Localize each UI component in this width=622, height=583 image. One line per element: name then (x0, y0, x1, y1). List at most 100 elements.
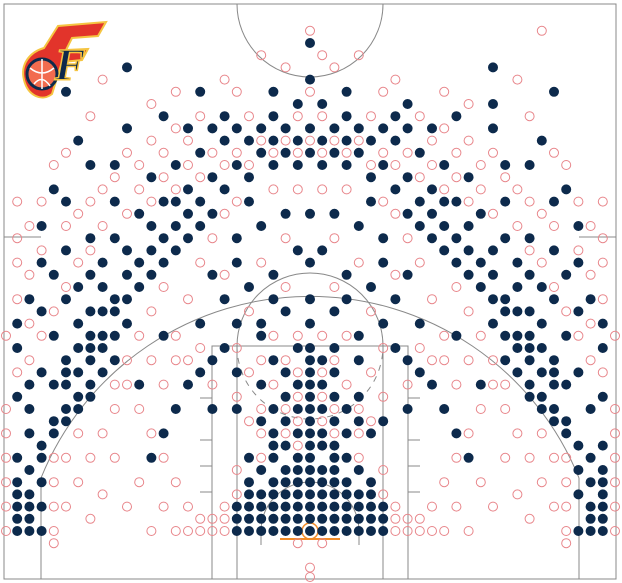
made-shot-dot (256, 489, 267, 500)
missed-shot-dot (329, 282, 340, 292)
missed-shot-dot (195, 172, 206, 183)
missed-shot-dot (512, 184, 523, 195)
made-shot-dot (231, 233, 242, 244)
missed-shot-dot (219, 208, 230, 219)
made-shot-dot (280, 367, 291, 378)
missed-shot-dot (427, 526, 437, 536)
made-shot-dot (183, 184, 193, 195)
made-shot-dot (366, 196, 376, 207)
made-shot-dot (109, 160, 120, 170)
missed-shot-dot (292, 330, 303, 341)
missed-shot-dot (280, 428, 291, 439)
missed-shot-dot (231, 489, 242, 500)
missed-shot-dot (146, 135, 157, 146)
made-shot-dot (305, 526, 315, 536)
missed-shot-dot (353, 135, 364, 146)
made-shot-dot (475, 282, 486, 292)
missed-shot-dot (134, 477, 145, 488)
made-shot-dot (402, 355, 413, 366)
missed-shot-dot (451, 172, 462, 183)
made-shot-dot (414, 367, 425, 378)
missed-shot-dot (561, 160, 572, 170)
made-shot-dot (305, 355, 315, 366)
missed-shot-dot (36, 196, 47, 207)
made-shot-dot (573, 306, 584, 317)
made-shot-dot (280, 465, 291, 475)
made-shot-dot (244, 526, 254, 536)
made-shot-dot (341, 135, 352, 146)
made-shot-dot (573, 221, 584, 231)
missed-shot-dot (170, 355, 181, 366)
missed-shot-dot (317, 538, 328, 549)
made-shot-dot (268, 526, 279, 536)
made-shot-dot (256, 123, 267, 134)
made-shot-dot (439, 245, 450, 256)
missed-shot-dot (122, 147, 132, 158)
made-shot-dot (353, 123, 364, 134)
missed-shot-dot (48, 501, 59, 512)
missed-shot-dot (170, 477, 181, 488)
missed-shot-dot (500, 404, 511, 414)
missed-shot-dot (366, 367, 376, 378)
missed-shot-dot (561, 526, 572, 536)
missed-shot-dot (268, 147, 279, 158)
made-shot-dot (292, 160, 303, 170)
missed-shot-dot (256, 355, 267, 366)
made-shot-dot (353, 465, 364, 475)
made-shot-dot (524, 379, 535, 390)
missed-shot-dot (561, 477, 572, 488)
made-shot-dot (48, 269, 59, 280)
made-shot-dot (573, 257, 584, 268)
made-shot-dot (341, 501, 352, 512)
made-shot-dot (439, 196, 450, 207)
made-shot-dot (219, 184, 230, 195)
made-shot-dot (366, 282, 376, 292)
made-shot-dot (280, 306, 291, 317)
missed-shot-dot (146, 99, 157, 109)
made-shot-dot (292, 245, 303, 256)
missed-shot-dot (183, 160, 193, 170)
missed-shot-dot (292, 416, 303, 427)
missed-shot-dot (488, 355, 498, 366)
missed-shot-dot (61, 147, 71, 158)
made-shot-dot (85, 306, 96, 317)
made-shot-dot (414, 318, 425, 329)
free-throw-circle-bottom (236, 345, 384, 420)
made-shot-dot (36, 257, 47, 268)
missed-shot-dot (597, 294, 608, 305)
made-shot-dot (561, 269, 572, 280)
made-shot-dot (317, 379, 328, 390)
made-shot-dot (85, 233, 96, 244)
made-shot-dot (317, 160, 328, 170)
made-shot-dot (292, 428, 303, 439)
missed-shot-dot (109, 404, 120, 414)
made-shot-dot (12, 343, 23, 353)
made-shot-dot (597, 526, 608, 536)
missed-shot-dot (488, 147, 498, 158)
made-shot-dot (134, 282, 145, 292)
made-shot-dot (597, 391, 608, 402)
missed-shot-dot (207, 513, 218, 524)
missed-shot-dot (512, 489, 523, 500)
made-shot-dot (36, 526, 47, 536)
missed-shot-dot (61, 452, 71, 463)
made-shot-dot (317, 428, 328, 439)
made-shot-dot (427, 379, 437, 390)
missed-shot-dot (427, 135, 437, 146)
missed-shot-dot (439, 330, 450, 341)
made-shot-dot (158, 111, 169, 122)
made-shot-dot (244, 172, 254, 183)
made-shot-dot (597, 501, 608, 512)
made-shot-dot (451, 428, 462, 439)
made-shot-dot (170, 245, 181, 256)
missed-shot-dot (378, 343, 389, 353)
made-shot-dot (12, 391, 23, 402)
missed-shot-dot (329, 62, 340, 73)
missed-shot-dot (549, 221, 559, 231)
made-shot-dot (231, 160, 242, 170)
made-shot-dot (512, 257, 523, 268)
made-shot-dot (183, 123, 193, 134)
missed-shot-dot (122, 355, 132, 366)
missed-shot-dot (414, 257, 425, 268)
made-shot-dot (36, 452, 47, 463)
